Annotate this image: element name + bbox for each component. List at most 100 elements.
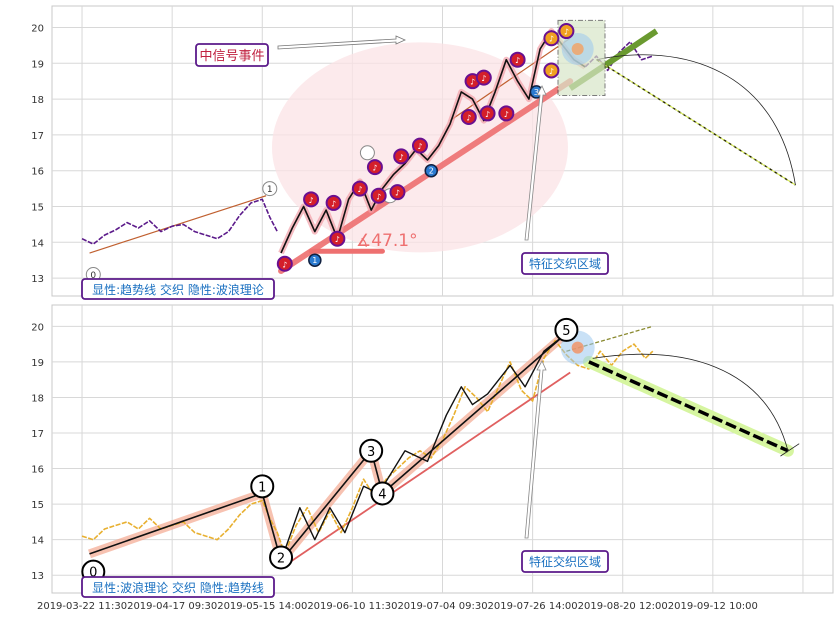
event-marker	[366, 159, 383, 176]
event-marker	[543, 62, 560, 79]
event-marker	[351, 180, 368, 197]
zone-arrow	[524, 360, 547, 539]
trend-line	[280, 371, 571, 569]
event-marker	[475, 69, 492, 86]
wave-marker-label: 0	[90, 271, 96, 281]
trend-line-thin	[89, 195, 267, 254]
wave-label-circle	[554, 317, 579, 342]
event-marker	[498, 105, 515, 122]
event-marker-glyph: ♪	[485, 110, 490, 119]
x-tick-label: 2019-07-04 09:30	[397, 601, 487, 612]
event-marker	[276, 255, 293, 272]
event-label-box	[195, 43, 269, 67]
event-marker-glyph: ♪	[564, 28, 569, 37]
x-tick-label: 2019-05-15 14:00	[217, 601, 307, 612]
wave-marker	[308, 253, 322, 267]
wave-marker	[424, 163, 438, 178]
y-tick-label: 20	[31, 322, 44, 333]
event-marker	[411, 137, 428, 154]
wave-label: 1	[258, 480, 266, 495]
x-tick-label: 2019-08-20 12:00	[578, 601, 668, 612]
event-arrow	[277, 35, 406, 50]
x-tick-label: 2019-06-10 11:30	[307, 601, 397, 612]
x-tick-label: 2019-04-17 09:30	[127, 601, 217, 612]
event-marker-glyph: ♪	[466, 113, 471, 122]
x-tick-label: 2019-07-26 14:00	[488, 601, 578, 612]
y-tick-label: 16	[31, 167, 44, 178]
event-marker-glyph: ♪	[335, 235, 340, 244]
caption: 显性:趋势线 交织 隐性:波浪理论	[92, 282, 264, 297]
caption: 显性:波浪理论 交织 隐性:趋势线	[92, 580, 264, 595]
event-marker-glyph: ♪	[417, 142, 422, 151]
y-tick-label: 18	[31, 95, 44, 106]
event-marker-glyph: ♪	[282, 260, 287, 269]
event-marker-glyph: ♪	[549, 35, 554, 44]
x-axis: 2019-03-22 11:30 2019-04-17 09:30 2019-05-…	[37, 601, 758, 612]
y-tick-label: 19	[31, 358, 44, 369]
event-marker-glyph: ♪	[399, 153, 404, 162]
event-marker	[325, 194, 342, 211]
wave-label: 5	[562, 324, 570, 339]
event-marker-glyph: ♪	[504, 110, 509, 119]
event-marker	[509, 51, 526, 68]
event-marker	[460, 108, 477, 125]
zone-arrow	[524, 85, 547, 241]
y-tick-label: 17	[31, 131, 44, 142]
price-line	[280, 30, 586, 254]
y-tick-label: 17	[31, 429, 44, 440]
wave-marker	[359, 145, 375, 161]
event-marker-glyph: ♪	[395, 189, 400, 198]
wave-marker-label: 3	[534, 88, 539, 97]
event-marker	[389, 184, 406, 201]
angle-label: ∡47.1°	[356, 231, 418, 251]
wave-path	[89, 332, 567, 562]
wave-label: 0	[89, 566, 97, 581]
caption-box	[81, 278, 275, 300]
y-tick-label: 14	[31, 536, 44, 547]
y-tick-label: 15	[31, 202, 44, 213]
wave-label-circle	[359, 438, 384, 463]
event-marker	[558, 23, 575, 40]
event-marker-glyph: ♪	[470, 78, 475, 87]
forecast-line	[588, 360, 789, 453]
event-marker-glyph: ♪	[309, 196, 314, 205]
wave-label-circle	[269, 545, 294, 570]
y-tick-label: 18	[31, 393, 44, 404]
peak-glow-core	[571, 42, 584, 55]
wave-marker-label: 1	[267, 185, 273, 195]
y-tick-label: 19	[31, 59, 44, 70]
zone-label: 特征交织区域	[529, 256, 601, 271]
event-marker	[393, 148, 410, 165]
forecast-arc	[592, 353, 789, 451]
event-marker-glyph: ♪	[357, 185, 362, 194]
zone-label-box	[521, 550, 609, 573]
event-marker-glyph: ♪	[515, 56, 520, 65]
wave-marker-label: 1	[312, 256, 317, 265]
zone-label-box	[521, 252, 609, 275]
event-marker	[370, 187, 387, 204]
forecast-tick	[780, 443, 800, 457]
price-line	[81, 198, 279, 245]
top-panel: 13 14 15 16 17 18 19 20 ∡47.1° 0 1 1 2 3 ♪ ♪ ♪ ♪ ♪ ♪ ♪ ♪ ♪ ♪ ♪ ♪ ♪…	[31, 5, 834, 300]
zone-label: 特征交织区域	[529, 554, 601, 569]
trend-line-thin	[449, 37, 571, 122]
wave-label-circle	[370, 481, 395, 506]
y-tick-label: 16	[31, 465, 44, 476]
event-marker-glyph: ♪	[481, 74, 486, 83]
wave-marker-label: 2	[429, 167, 434, 176]
wave-label-circle	[250, 474, 275, 499]
event-marker-glyph: ♪	[549, 67, 554, 76]
x-tick-label: 2019-09-12 10:00	[668, 601, 758, 612]
y-tick-label: 20	[31, 23, 44, 34]
wave-label: 3	[367, 445, 375, 460]
forecast-line-accent	[596, 59, 796, 186]
event-label: 中信号事件	[199, 49, 264, 64]
event-marker-glyph: ♪	[372, 164, 377, 173]
wave-label: 2	[277, 551, 285, 566]
y-tick-label: 13	[31, 571, 44, 582]
forecast-arc	[596, 54, 796, 186]
event-marker	[329, 230, 346, 247]
event-marker-glyph: ♪	[376, 192, 381, 201]
